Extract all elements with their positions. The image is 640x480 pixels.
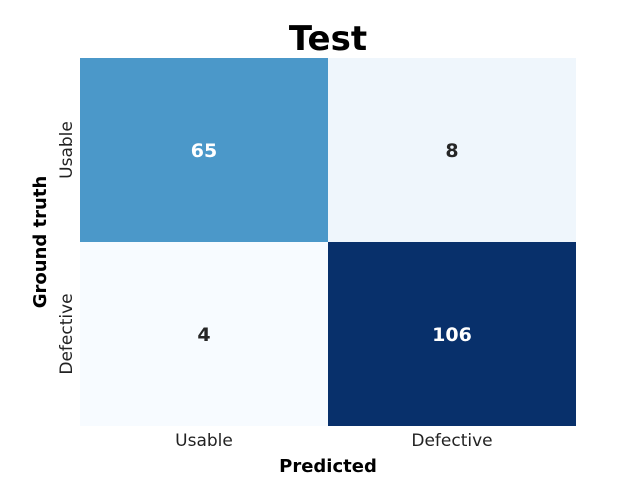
cell-value-label: 65	[191, 140, 217, 162]
heatmap-cell	[80, 242, 328, 426]
cell-value-label: 106	[432, 324, 472, 346]
x-tick-label: Usable	[175, 431, 233, 451]
y-tick-label: Defective	[57, 293, 77, 374]
chart-title: Test	[289, 19, 367, 59]
cell-value-label: 4	[197, 324, 210, 346]
heatmap-cell	[328, 242, 576, 426]
x-tick-label: Defective	[411, 431, 492, 451]
y-axis-label: Ground truth	[30, 176, 51, 309]
cell-value-label: 8	[445, 140, 458, 162]
y-tick-labels: Usable Defective	[57, 121, 77, 374]
x-axis-label: Predicted	[279, 456, 377, 477]
heatmap-cell	[80, 58, 328, 242]
heatmap-cells: 65 8 4 106	[80, 58, 576, 426]
y-tick-label: Usable	[57, 121, 77, 179]
x-tick-labels: Usable Defective	[175, 431, 492, 451]
heatmap-cell	[328, 58, 576, 242]
